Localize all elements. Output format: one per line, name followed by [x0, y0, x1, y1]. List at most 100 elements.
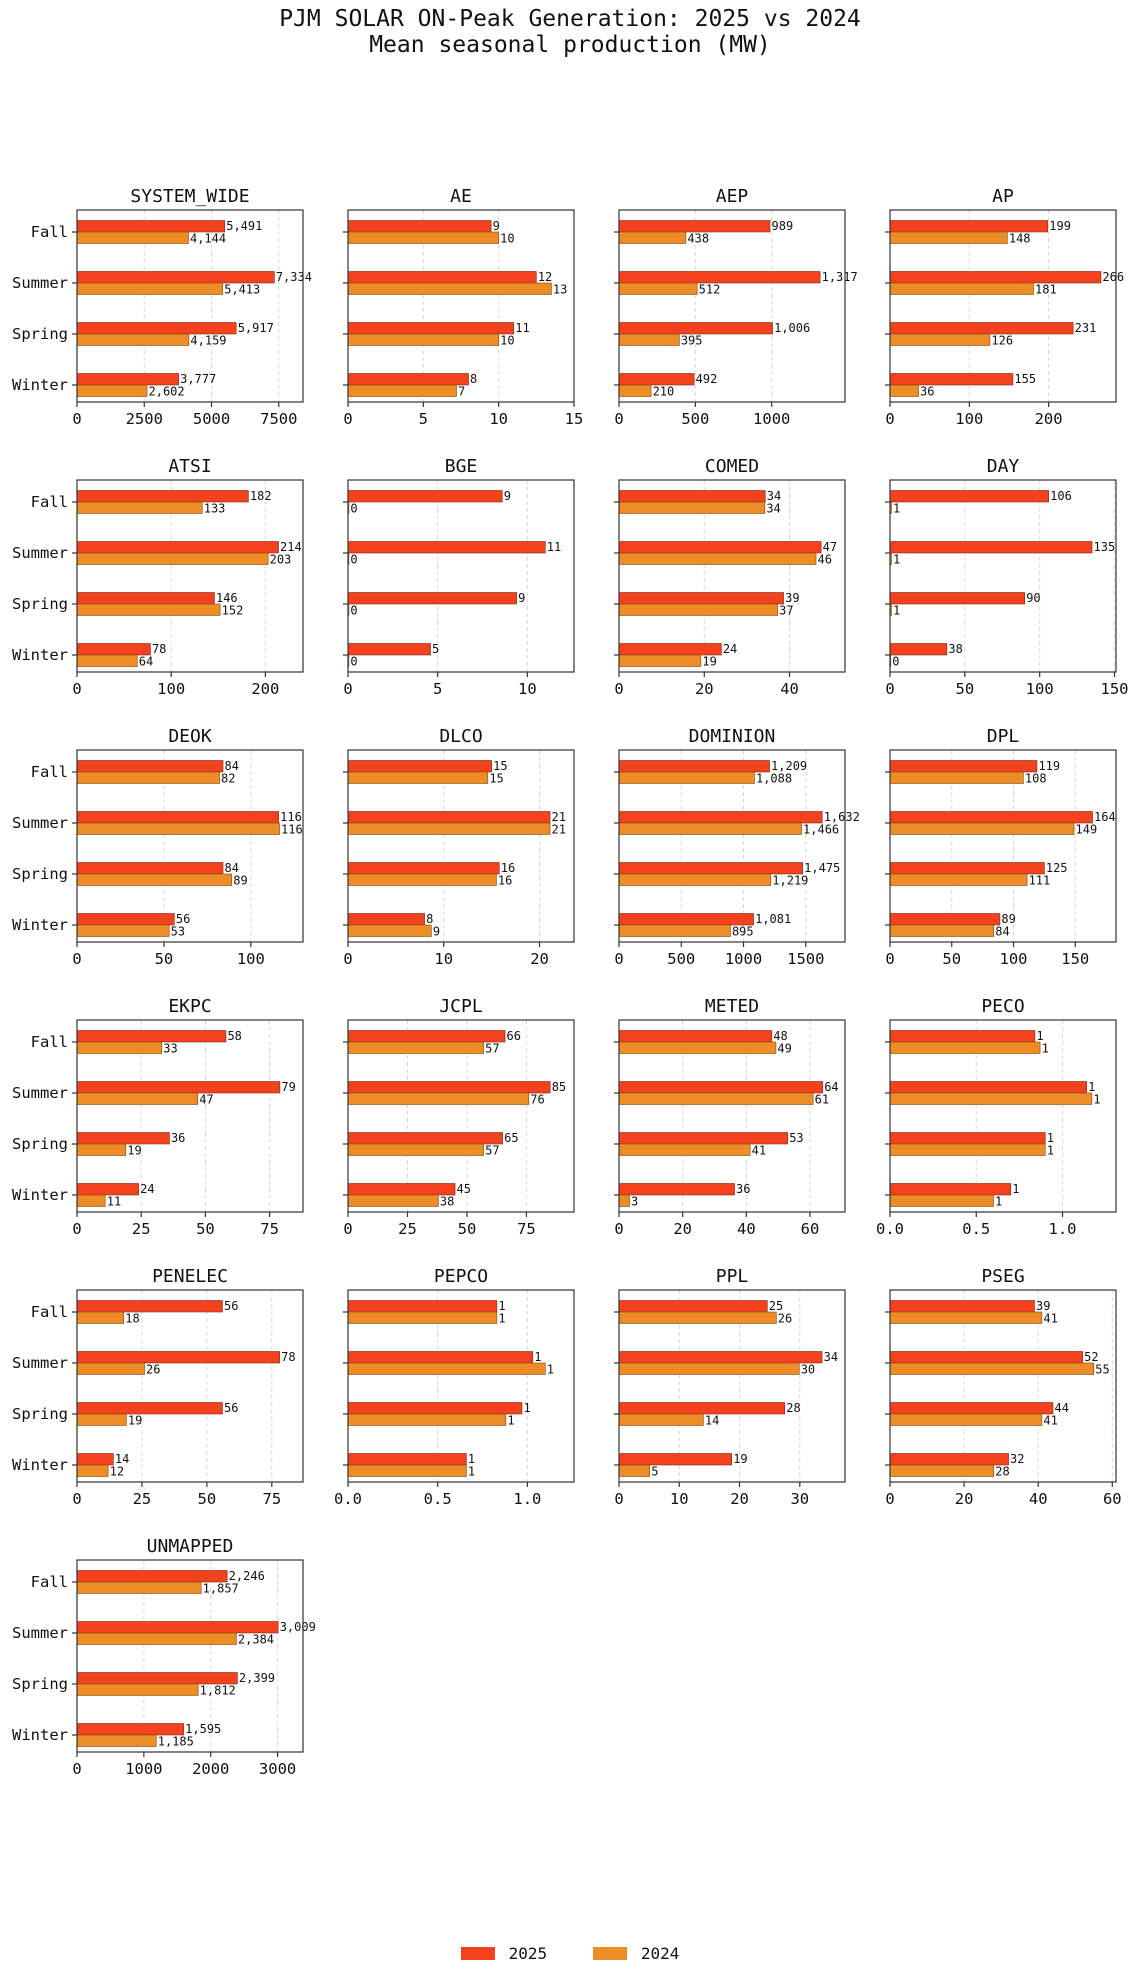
bar-2024-spring	[76, 1143, 127, 1156]
x-tick-label: 0	[614, 410, 623, 428]
panel-title: DEOK	[168, 726, 212, 747]
bar-2025-winter	[347, 1183, 456, 1196]
data-label-2025: 1	[523, 1401, 530, 1415]
x-tick-label: 20	[695, 680, 714, 698]
plot-frame	[76, 1559, 304, 1753]
bar-2025-winter	[76, 373, 179, 386]
data-label-2025: 84	[225, 759, 239, 773]
bar-2025-fall	[76, 760, 224, 773]
data-label-2025: 5,491	[226, 219, 262, 233]
bar-2024-winter	[347, 1464, 467, 1477]
bar-2025-fall	[889, 220, 1049, 233]
bar-2024-fall	[76, 231, 189, 244]
y-tick-label-fall: Fall	[31, 1573, 68, 1591]
bar-2025-summer	[347, 1351, 534, 1364]
data-label-2024: 49	[777, 1042, 791, 1056]
bar-2024-spring	[347, 1413, 507, 1426]
bar-2025-spring	[347, 1402, 523, 1415]
data-label-2025: 1	[534, 1350, 541, 1364]
x-tick-label: 3000	[259, 1760, 296, 1778]
x-tick-label: 0	[614, 950, 623, 968]
x-tick-label: 0.0	[876, 1220, 904, 1238]
bar-2025-summer	[889, 271, 1102, 284]
bar-2025-fall	[618, 490, 766, 503]
bar-2025-spring	[347, 322, 515, 335]
x-tick-label: 30	[790, 1490, 809, 1508]
bar-2024-summer	[889, 282, 1034, 295]
data-label-2024: 41	[1043, 1414, 1057, 1428]
x-tick-label: 0	[614, 1490, 623, 1508]
y-tick-label-fall: Fall	[31, 1303, 68, 1321]
x-tick-label: 60	[1103, 1490, 1122, 1508]
data-label-2024: 126	[991, 334, 1013, 348]
y-tick-label-summer: Summer	[12, 274, 68, 292]
x-tick-label: 150	[1061, 950, 1089, 968]
data-label-2024: 33	[163, 1042, 177, 1056]
bar-2025-spring	[347, 1132, 503, 1145]
plot-frame	[618, 1289, 846, 1483]
x-tick-label: 0	[885, 950, 894, 968]
bar-2025-summer	[618, 811, 823, 824]
data-label-2024: 1	[1042, 1042, 1049, 1056]
data-label-2025: 32	[1010, 1452, 1024, 1466]
x-tick-label: 2000	[192, 1760, 229, 1778]
plot-frame	[76, 1289, 304, 1483]
bar-2025-summer	[889, 541, 1093, 554]
data-label-2024: 10	[500, 232, 514, 246]
data-label-2025: 85	[552, 1080, 566, 1094]
data-label-2025: 79	[281, 1080, 295, 1094]
data-label-2024: 47	[199, 1093, 213, 1107]
data-label-2025: 36	[736, 1182, 750, 1196]
x-tick-label: 1000	[725, 950, 762, 968]
x-tick-label: 0	[885, 1490, 894, 1508]
bar-2024-spring	[889, 1143, 1046, 1156]
plot-frame	[618, 749, 846, 943]
data-label-2024: 395	[681, 334, 703, 348]
panel-title: SYSTEM_WIDE	[130, 186, 249, 207]
bar-2024-winter	[76, 1464, 109, 1477]
y-tick-label-winter: Winter	[12, 916, 68, 934]
bar-2025-fall	[889, 760, 1038, 773]
data-label-2024: 38	[440, 1195, 454, 1209]
data-label-2025: 34	[824, 1350, 838, 1364]
panel-title: JCPL	[439, 996, 483, 1017]
bar-2024-spring	[618, 603, 778, 616]
x-tick-label: 100	[955, 410, 983, 428]
data-label-2024: 0	[350, 502, 357, 516]
x-tick-label: 50	[458, 1220, 477, 1238]
bar-2025-spring	[618, 322, 773, 335]
data-label-2025: 19	[733, 1452, 747, 1466]
bar-2024-summer	[76, 282, 223, 295]
chart-title-line1: PJM SOLAR ON-Peak Generation: 2025 vs 20…	[279, 6, 861, 32]
data-label-2024: 1	[468, 1465, 475, 1479]
bar-2024-summer	[76, 1092, 199, 1105]
data-label-2025: 1,209	[771, 759, 807, 773]
y-tick-label-spring: Spring	[12, 325, 68, 343]
data-label-2024: 34	[766, 502, 780, 516]
data-label-2024: 13	[553, 283, 567, 297]
bar-2025-summer	[618, 541, 822, 554]
bar-2025-spring	[889, 1402, 1054, 1415]
bar-2025-summer	[76, 1081, 281, 1094]
panel-aep: AEP 989 438 1,317 512 1,006 395 492 210 0 500 1000	[614, 186, 858, 428]
data-label-2025: 52	[1084, 1350, 1098, 1364]
bar-2024-spring	[889, 333, 991, 346]
data-label-2024: 152	[222, 604, 244, 618]
plot-frame	[76, 479, 304, 673]
data-label-2025: 36	[171, 1131, 185, 1145]
panel-title: ATSI	[168, 456, 211, 477]
bar-2024-fall	[76, 1041, 163, 1054]
bar-2024-summer	[618, 822, 802, 835]
bar-2024-fall	[618, 231, 687, 244]
bar-2025-winter	[347, 643, 431, 656]
bar-2025-winter	[347, 913, 425, 926]
data-label-2025: 11	[515, 321, 529, 335]
data-label-2024: 11	[107, 1195, 121, 1209]
bar-2025-summer	[76, 1351, 280, 1364]
y-tick-label-summer: Summer	[12, 1354, 68, 1372]
